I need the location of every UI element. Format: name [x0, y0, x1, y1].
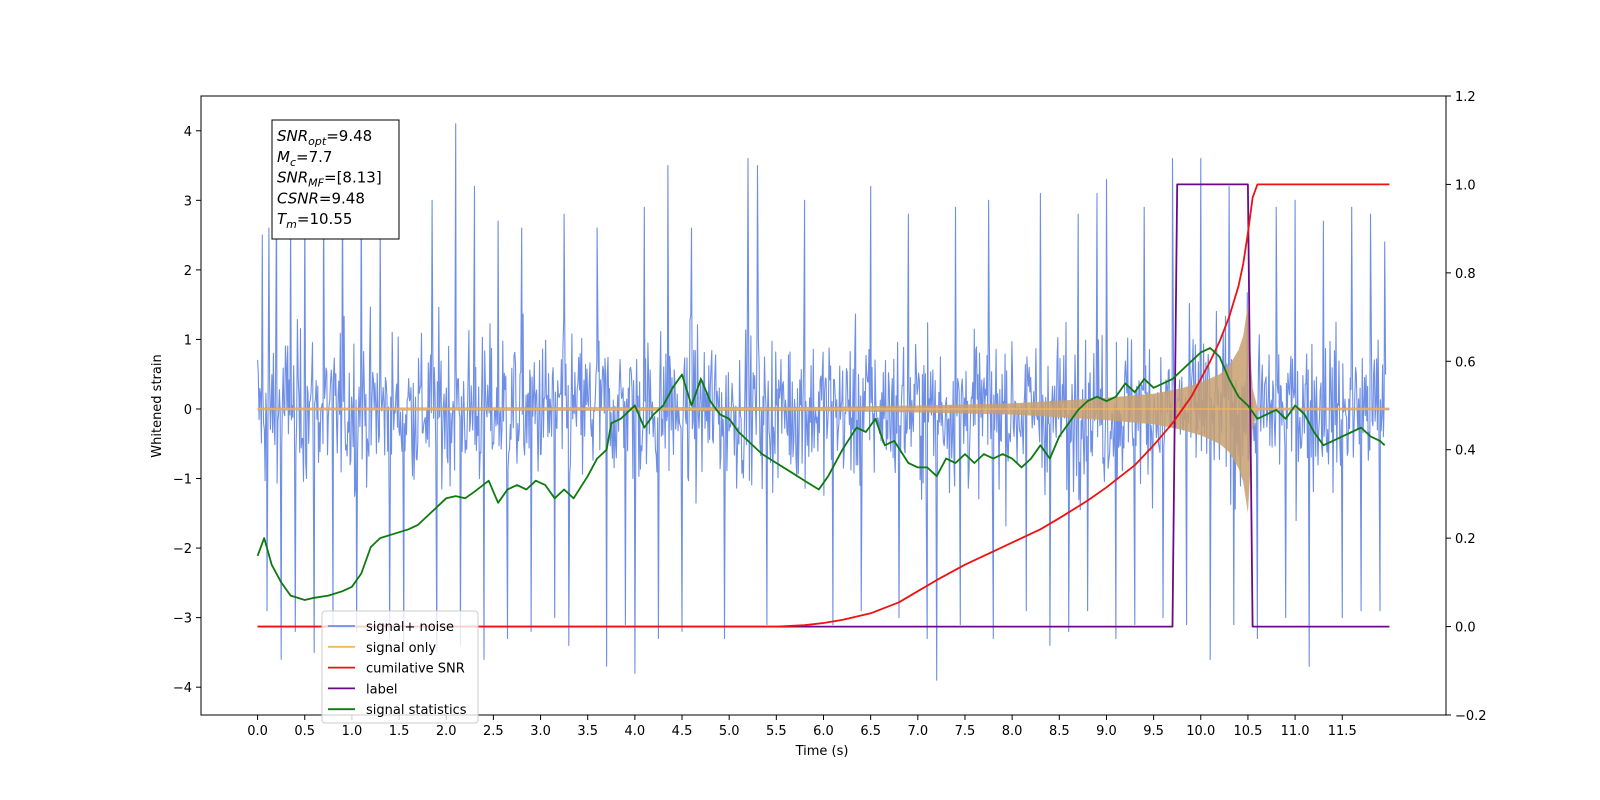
x-tick-label: 2.5: [483, 724, 504, 739]
legend-label: signal statistics: [366, 703, 467, 718]
legend: signal+ noise signal only cumilative SNR la…: [321, 610, 479, 724]
x-tick-label: 0.5: [294, 724, 315, 739]
y-tick-label: −2: [173, 542, 192, 557]
y2-tick-label: 0.4: [1455, 444, 1476, 459]
y-tick-label: −1: [173, 473, 192, 488]
annotation-line: SNRMF=[8.13]: [277, 169, 382, 190]
y-axis-left: 4 3 2 1 0 −1 −2 −3 −4: [173, 125, 201, 696]
plot-area: [256, 123, 1390, 681]
y-tick-label: 4: [184, 125, 192, 140]
legend-label: signal+ noise: [366, 620, 454, 635]
legend-label: cumilative SNR: [366, 662, 465, 677]
x-tick-label: 5.5: [766, 724, 787, 739]
series-signal-statistics-line: [256, 347, 1386, 601]
y-tick-label: 3: [184, 194, 192, 209]
annotation-symbol: M: [277, 148, 290, 166]
annotation-symbol: SNR: [277, 169, 308, 187]
y2-tick-label: 0.6: [1455, 355, 1476, 370]
legend-label: label: [366, 682, 397, 697]
y-axis-right: 1.2 1.0 0.8 0.6 0.4 0.2 0.0 −0.2: [1446, 90, 1487, 724]
stats-annotation-box: SNRopt=9.48Mc=7.7SNRMF=[8.13]CSNR=9.48Tm…: [271, 119, 400, 240]
x-tick-label: 1.0: [342, 724, 363, 739]
x-tick-label: 9.5: [1143, 724, 1164, 739]
x-tick-label: 6.0: [813, 724, 834, 739]
series-cumulative-snr-line: [257, 183, 1390, 628]
annotation-value: =[8.13]: [324, 169, 382, 187]
y2-tick-label: −0.2: [1455, 709, 1487, 724]
x-tick-label: 7.5: [955, 724, 976, 739]
y-tick-label: −3: [173, 612, 192, 627]
annotation-value: =10.55: [297, 210, 353, 228]
x-tick-label: 5.0: [719, 724, 740, 739]
x-tick-label: 9.0: [1096, 724, 1117, 739]
legend-label: signal only: [366, 641, 436, 656]
legend-frame: [321, 610, 479, 724]
y-tick-label: 1: [184, 333, 192, 348]
x-tick-label: 2.0: [436, 724, 457, 739]
annotation-line: CSNR=9.48: [277, 189, 365, 207]
x-tick-label: 8.0: [1002, 724, 1023, 739]
x-tick-label: 6.5: [860, 724, 881, 739]
x-tick-label: 4.5: [672, 724, 693, 739]
series-layer: [256, 123, 1390, 681]
y2-tick-label: 1.2: [1455, 90, 1476, 105]
x-tick-label: 11.0: [1281, 724, 1310, 739]
annotation-subscript: c: [290, 156, 296, 169]
annotation-line: Mc=7.7: [277, 148, 332, 169]
annotation-subscript: m: [286, 218, 297, 231]
annotation-subscript: MF: [308, 177, 324, 190]
annotation-symbol: T: [277, 210, 288, 228]
annotation-symbol: CSNR: [277, 189, 319, 207]
annotation-symbol: SNR: [277, 127, 308, 145]
y-tick-label: 2: [184, 264, 192, 279]
annotation-value: =9.48: [319, 189, 365, 207]
x-tick-label: 10.5: [1233, 724, 1262, 739]
annotation-value: =7.7: [296, 148, 332, 166]
x-tick-label: 10.0: [1186, 724, 1215, 739]
x-tick-label: 1.5: [389, 724, 410, 739]
annotation-line: SNRopt=9.48: [277, 127, 372, 148]
y-axis-label: Whitened strain: [150, 354, 165, 457]
y2-tick-label: 1.0: [1455, 178, 1476, 193]
y-tick-label: −4: [173, 681, 192, 696]
y-tick-label: 0: [184, 403, 192, 418]
y2-tick-label: 0.8: [1455, 267, 1476, 282]
series-label-line: [257, 183, 1390, 628]
x-axis-label: Time (s): [795, 744, 849, 759]
x-tick-label: 8.5: [1049, 724, 1070, 739]
x-tick-label: 3.5: [577, 724, 598, 739]
y2-tick-label: 0.0: [1455, 621, 1476, 636]
y2-tick-label: 0.2: [1455, 532, 1476, 547]
annotation-box-frame: [271, 119, 400, 240]
x-tick-label: 7.0: [907, 724, 928, 739]
annotation-line: Tm=10.55: [277, 210, 352, 231]
x-tick-label: 4.0: [625, 724, 646, 739]
annotation-value: =9.48: [326, 127, 372, 145]
x-tick-label: 0.0: [247, 724, 268, 739]
x-tick-label: 11.5: [1328, 724, 1357, 739]
x-axis: 0.0 0.5 1.0 1.5 2.0 2.5 3.0 3.5 4.0 4.5 5.0 5.5 6.0 6…: [247, 715, 1357, 739]
annotation-subscript: opt: [308, 135, 327, 148]
x-tick-label: 3.0: [530, 724, 551, 739]
